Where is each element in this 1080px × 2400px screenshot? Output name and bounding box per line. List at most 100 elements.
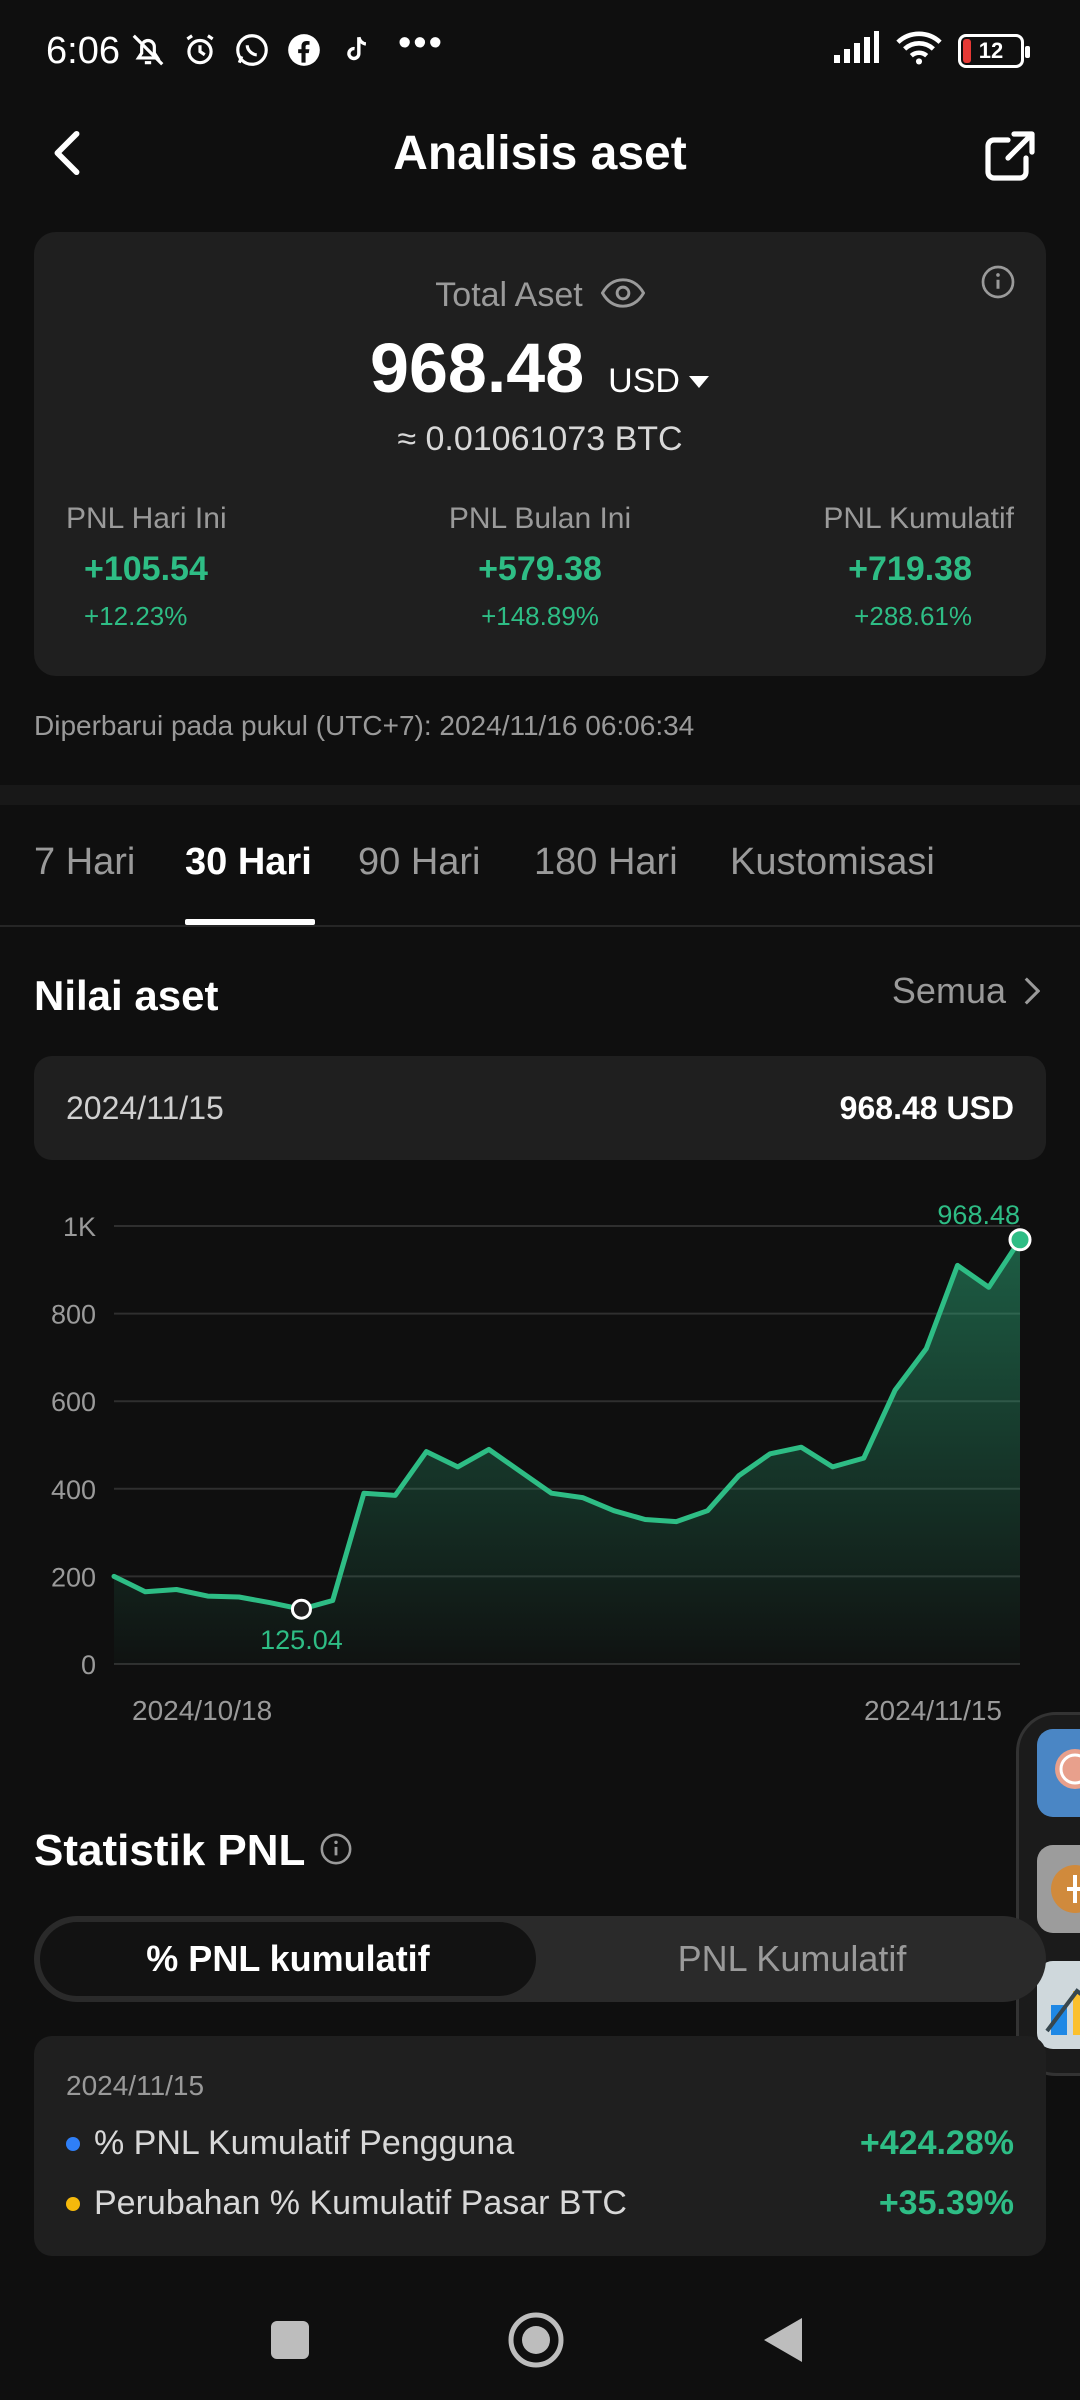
stats-row-user: % PNL Kumulatif Pengguna +424.28%: [66, 2124, 1014, 2163]
stats-date: 2024/11/15: [66, 2070, 205, 2101]
more-notifications-icon: •••: [398, 22, 444, 64]
wifi-icon: [896, 30, 942, 71]
pnl-segmented-control: % PNL kumulatif PNL Kumulatif: [34, 1916, 1046, 2002]
min-point-label: 125.04: [260, 1625, 343, 1655]
y-tick-label: 0: [81, 1650, 96, 1680]
total-asset-value-row: 968.48 USD: [34, 328, 1046, 408]
pnl-today-value: +105.54: [84, 550, 208, 588]
seg-cumulative-pnl-percent[interactable]: % PNL kumulatif: [40, 1922, 536, 1996]
btc-equivalent: ≈ 0.01061073 BTC: [397, 420, 683, 458]
pnl-month-percent: +148.89%: [481, 601, 599, 631]
status-time: 6:06: [46, 30, 120, 72]
y-tick-label: 600: [51, 1387, 96, 1417]
caret-down-icon: [688, 375, 709, 388]
status-icons-right: 12: [832, 30, 1030, 71]
pnl-month: PNL Bulan Ini +579.38 +148.89%: [382, 502, 698, 632]
status-icons-left: [128, 30, 376, 70]
pnl-cumulative-value: +719.38: [848, 550, 972, 588]
circle-icon: [508, 2312, 564, 2368]
area-fill: [114, 1239, 1020, 1664]
currency-label: USD: [608, 362, 680, 400]
seg-cumulative-pnl[interactable]: PNL Kumulatif: [677, 1938, 907, 1979]
pnl-month-value: +579.38: [478, 550, 602, 588]
info-icon[interactable]: [980, 264, 1016, 305]
section-divider: [0, 785, 1080, 805]
battery-icon: 12: [958, 33, 1030, 68]
floating-app-dock[interactable]: [1016, 1712, 1080, 2076]
ad-app-icon[interactable]: [1037, 1729, 1080, 1817]
selected-point-box: 2024/11/15 968.48 USD: [34, 1056, 1046, 1160]
active-tab-indicator: [185, 919, 315, 925]
y-tick-label: 400: [51, 1475, 96, 1505]
recents-button[interactable]: [260, 2310, 320, 2370]
app-header: Analisis aset: [0, 100, 1080, 210]
status-bar: 6:06 ••• 12: [0, 0, 1080, 100]
mute-bell-icon: [128, 30, 168, 70]
stats-row-btc-value: +35.39%: [878, 2184, 1014, 2222]
view-all-label: Semua: [891, 970, 1006, 1011]
view-all-link[interactable]: Semua: [892, 970, 1040, 1012]
currency-selector[interactable]: USD: [608, 362, 710, 401]
selected-date: 2024/11/15: [66, 1090, 224, 1126]
y-tick-label: 200: [51, 1562, 96, 1592]
y-tick-label: 1K: [63, 1212, 96, 1242]
share-icon: [985, 131, 1035, 181]
tiktok-icon: [336, 30, 376, 70]
stats-row-btc: Perubahan % Kumulatif Pasar BTC +35.39%: [66, 2184, 1014, 2223]
updated-timestamp: Diperbarui pada pukul (UTC+7): 2024/11/1…: [34, 710, 695, 741]
y-tick-label: 800: [51, 1300, 96, 1330]
stats-row-btc-label: Perubahan % Kumulatif Pasar BTC: [94, 2184, 627, 2222]
tab-90-days[interactable]: 90 Hari: [358, 841, 481, 883]
blue-dot-icon: [66, 2136, 80, 2151]
selected-value: 968.48 USD: [839, 1090, 1014, 1126]
pnl-cumulative: PNL Kumulatif +719.38 +288.61%: [698, 502, 1046, 632]
square-icon: [271, 2321, 309, 2359]
chevron-right-icon: [1024, 977, 1040, 1005]
tab-7-days[interactable]: 7 Hari: [34, 841, 136, 883]
asset-value-title: Nilai aset: [34, 972, 219, 1019]
info-icon[interactable]: [319, 1832, 353, 1871]
eye-icon[interactable]: [600, 278, 645, 313]
pnl-cumulative-percent: +288.61%: [854, 601, 972, 631]
tab-30-days[interactable]: 30 Hari: [185, 841, 312, 883]
total-asset-label-row: Total Aset: [34, 276, 1046, 315]
chevron-left-icon: [54, 130, 80, 176]
pnl-stats-card: 2024/11/15 % PNL Kumulatif Pengguna +424…: [34, 2036, 1046, 2256]
share-button[interactable]: [980, 126, 1040, 186]
pnl-today-percent: +12.23%: [84, 601, 188, 631]
total-asset-label: Total Aset: [435, 276, 583, 314]
stats-row-user-label: % PNL Kumulatif Pengguna: [94, 2124, 515, 2162]
facebook-icon: [284, 30, 324, 70]
pnl-month-label: PNL Bulan Ini: [448, 502, 632, 535]
total-asset-value: 968.48: [370, 329, 585, 407]
triangle-back-icon: [764, 2318, 802, 2362]
chart-app-icon[interactable]: [1037, 1961, 1080, 2049]
coin-app-icon[interactable]: [1037, 1845, 1080, 1933]
yellow-dot-icon: [66, 2196, 80, 2211]
stats-row-btc-label-wrap: Perubahan % Kumulatif Pasar BTC: [66, 2184, 627, 2223]
min-point-marker: [290, 1598, 312, 1620]
back-button[interactable]: [40, 126, 94, 180]
max-point-marker: [1008, 1228, 1032, 1252]
home-button[interactable]: [506, 2310, 566, 2370]
tab-180-days[interactable]: 180 Hari: [534, 841, 678, 883]
signal-icon: [832, 31, 880, 70]
x-tick-label: 2024/10/18: [132, 1695, 272, 1726]
pnl-summary: PNL Hari Ini +105.54 +12.23% PNL Bulan I…: [34, 502, 1046, 632]
battery-level: 12: [978, 37, 1004, 63]
total-asset-card: Total Aset 968.48 USD ≈ 0.01061073 BTC P…: [34, 232, 1046, 676]
page-title: Analisis aset: [393, 127, 687, 180]
max-point-label: 968.48: [937, 1200, 1020, 1230]
stats-row-user-value: +424.28%: [859, 2124, 1014, 2162]
pnl-stats-title: Statistik PNL: [34, 1826, 306, 1875]
system-nav-bar: [0, 2280, 1080, 2400]
x-tick-label: 2024/11/15: [864, 1695, 1002, 1726]
back-nav-button[interactable]: [754, 2310, 814, 2370]
tab-customize[interactable]: Kustomisasi: [730, 841, 935, 883]
pnl-cumulative-label: PNL Kumulatif: [823, 502, 1014, 535]
asset-value-chart[interactable]: 0 200 400 600 800 1K 2024/10/18 2024/11/15 125.0…: [0, 1190, 1080, 1750]
pnl-stats-header: Statistik PNL: [34, 1826, 353, 1876]
pnl-today: PNL Hari Ini +105.54 +12.23%: [34, 502, 382, 632]
stats-row-user-label-wrap: % PNL Kumulatif Pengguna: [66, 2124, 514, 2163]
whatsapp-icon: [232, 30, 272, 70]
